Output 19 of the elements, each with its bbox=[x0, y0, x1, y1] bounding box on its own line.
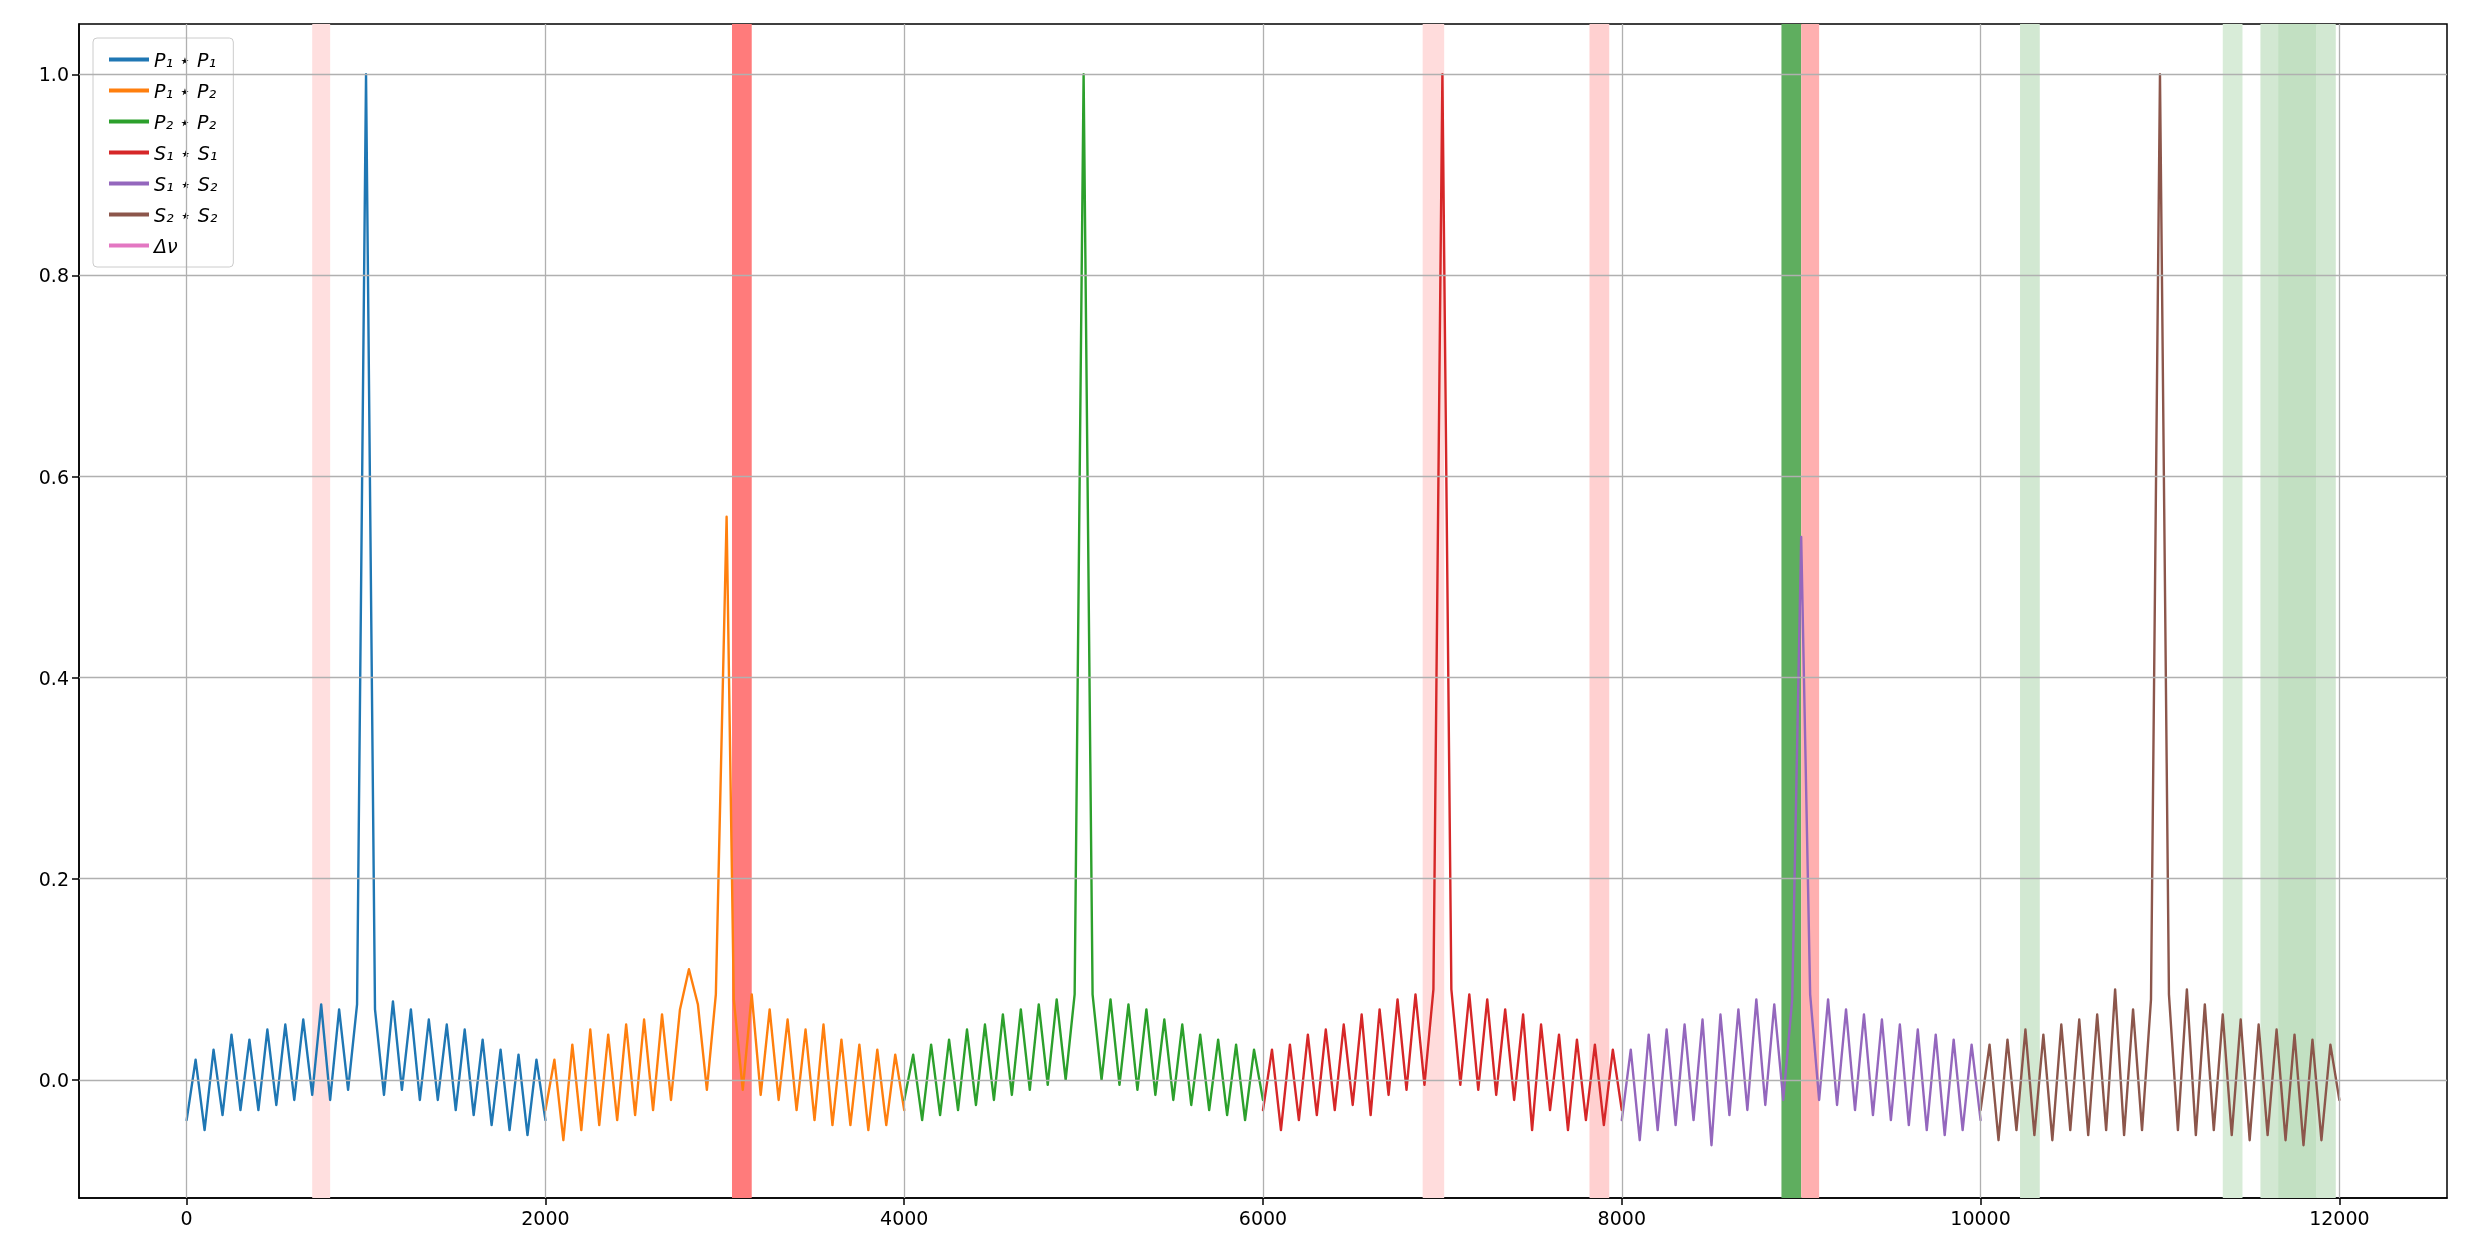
x-tick-label: 0 bbox=[180, 1206, 193, 1229]
line-series bbox=[544, 515, 906, 1142]
y-tick-label: 0.6 bbox=[38, 465, 69, 488]
y-tick-label: 1.0 bbox=[38, 63, 69, 86]
y-tick-label: 0.2 bbox=[38, 867, 69, 890]
x-tick-label: 8000 bbox=[1597, 1206, 1646, 1229]
x-tick-label: 4000 bbox=[880, 1206, 929, 1229]
line-series bbox=[903, 73, 1265, 1122]
x-tick-label: 12000 bbox=[2309, 1206, 2370, 1229]
x-tick-label: 6000 bbox=[1238, 1206, 1288, 1229]
x-tick-label: 10000 bbox=[1950, 1206, 2011, 1229]
line-series bbox=[1620, 535, 1982, 1147]
y-tick-label: 0.0 bbox=[38, 1068, 69, 1091]
y-tick-label: 0.4 bbox=[38, 666, 69, 689]
x-tick-label: 2000 bbox=[521, 1206, 570, 1229]
line-series bbox=[1261, 73, 1623, 1132]
y-tick-label: 0.8 bbox=[38, 264, 69, 287]
line-series bbox=[1979, 73, 2341, 1147]
legend-label: Δν bbox=[152, 234, 178, 257]
